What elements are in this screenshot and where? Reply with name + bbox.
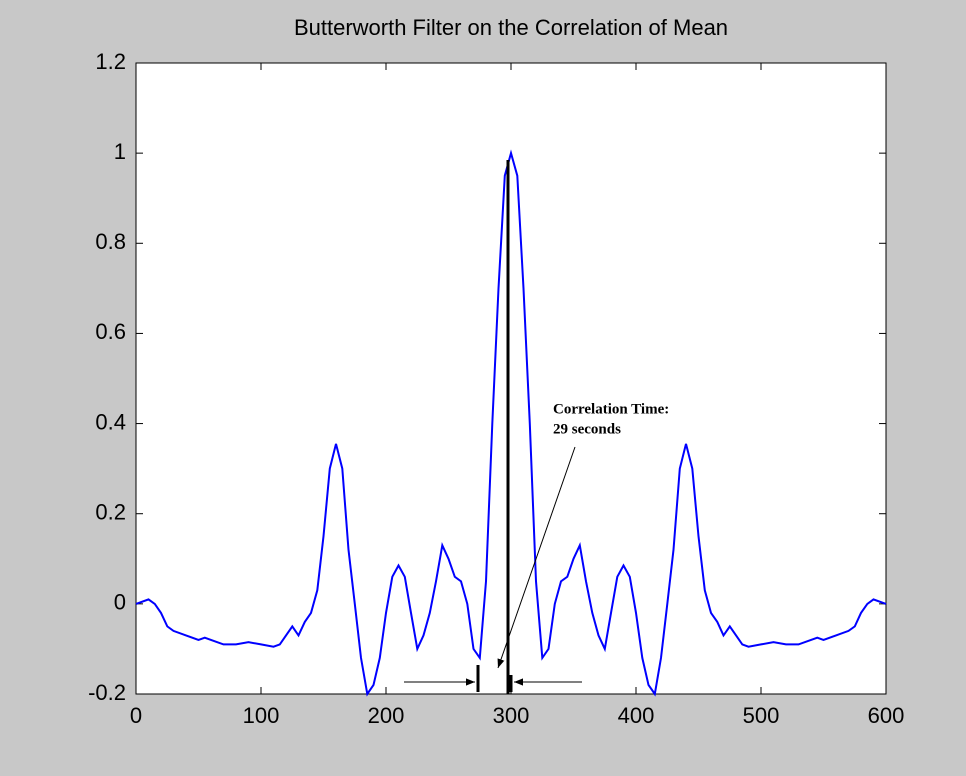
y-tick-label: 0.8 [95, 229, 126, 254]
x-tick-label: 200 [368, 703, 405, 728]
chart-title: Butterworth Filter on the Correlation of… [294, 15, 728, 40]
x-tick-label: 100 [243, 703, 280, 728]
x-tick-label: 600 [868, 703, 905, 728]
series-line [135, 149, 887, 697]
y-tick-label: 1.2 [95, 49, 126, 74]
y-tick-label: 0.6 [95, 319, 126, 344]
plot-area [135, 62, 887, 695]
annotation-text: Correlation Time: [553, 401, 669, 417]
y-tick-label: 1 [114, 139, 126, 164]
plot: 0 100 200 300 400 500 600-0.200.20.40.60.811.2 [88, 49, 904, 728]
y-tick-label: 0 [114, 590, 126, 615]
annotation-text: 29 seconds [553, 421, 621, 437]
x-tick-label: 500 [743, 703, 780, 728]
x-tick-label: 0 [130, 703, 142, 728]
y-tick-label: 0.2 [95, 500, 126, 525]
x-tick-label: 300 [493, 703, 530, 728]
y-tick-label: 0.4 [95, 409, 126, 434]
x-tick-label: 400 [618, 703, 655, 728]
leader-arrow [497, 446, 576, 669]
y-tick-label: -0.2 [88, 680, 126, 705]
annotation [404, 160, 582, 694]
